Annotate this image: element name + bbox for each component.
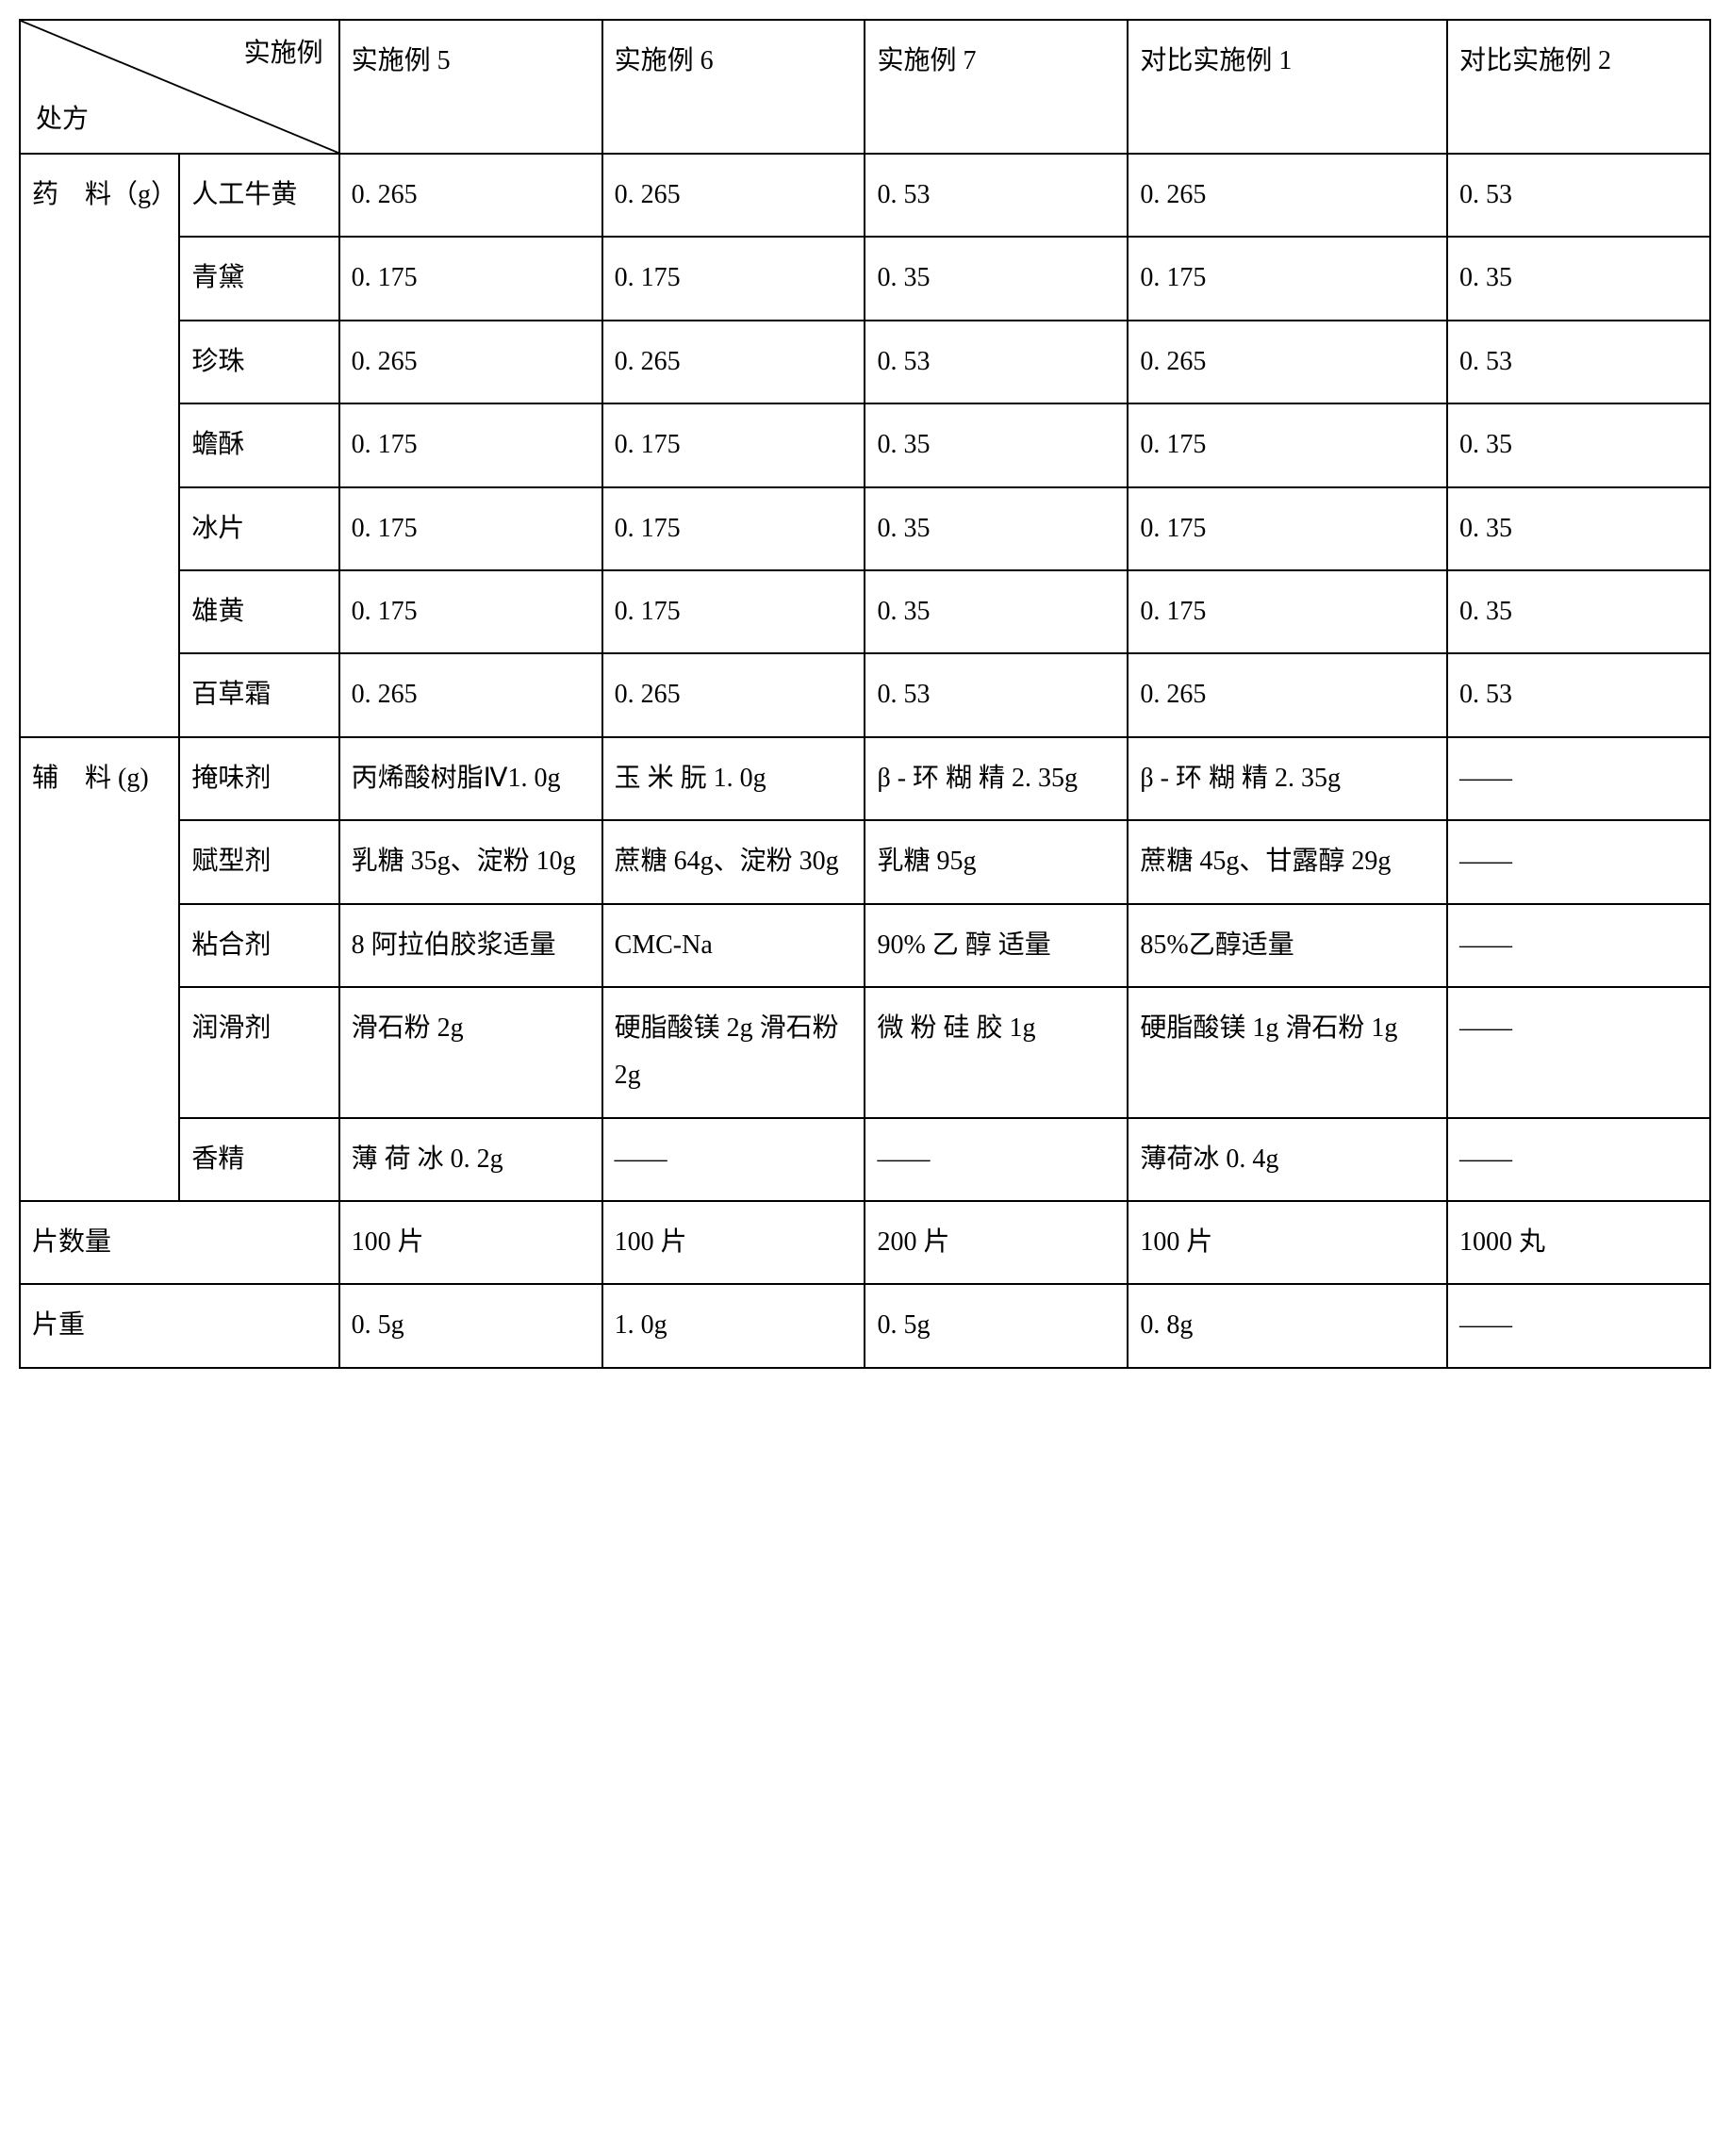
ingredient-name: 蟾酥 bbox=[179, 403, 338, 486]
value-cell: 蔗糖 64g、淀粉 30g bbox=[602, 820, 865, 903]
ingredient-name: 百草霜 bbox=[179, 653, 338, 736]
value-cell: 0. 35 bbox=[1447, 403, 1710, 486]
header-top: 实施例 bbox=[244, 30, 323, 77]
value-cell: —— bbox=[865, 1118, 1128, 1201]
value-cell: 0. 265 bbox=[602, 653, 865, 736]
ingredient-name: 珍珠 bbox=[179, 321, 338, 403]
col-header-3: 实施例 7 bbox=[865, 20, 1128, 154]
ingredient-name: 冰片 bbox=[179, 487, 338, 570]
excipient-name: 赋型剂 bbox=[179, 820, 338, 903]
value-cell: —— bbox=[1447, 1284, 1710, 1367]
value-cell: 0. 53 bbox=[865, 154, 1128, 237]
value-cell: 1000 丸 bbox=[1447, 1201, 1710, 1284]
value-cell: 90% 乙 醇 适量 bbox=[865, 904, 1128, 987]
excipient-name: 粘合剂 bbox=[179, 904, 338, 987]
bottom-row-label: 片数量 bbox=[20, 1201, 339, 1284]
value-cell: 0. 5g bbox=[339, 1284, 602, 1367]
value-cell: 薄荷冰 0. 4g bbox=[1128, 1118, 1447, 1201]
value-cell: 玉 米 朊 1. 0g bbox=[602, 737, 865, 820]
value-cell: β - 环 糊 精 2. 35g bbox=[865, 737, 1128, 820]
excipient-name: 掩味剂 bbox=[179, 737, 338, 820]
col-header-5: 对比实施例 2 bbox=[1447, 20, 1710, 154]
value-cell: 0. 175 bbox=[339, 237, 602, 320]
value-cell: —— bbox=[1447, 904, 1710, 987]
value-cell: 0. 175 bbox=[1128, 487, 1447, 570]
value-cell: 0. 265 bbox=[339, 154, 602, 237]
value-cell: 0. 265 bbox=[602, 321, 865, 403]
value-cell: 0. 35 bbox=[1447, 570, 1710, 653]
value-cell: 0. 35 bbox=[865, 403, 1128, 486]
value-cell: 0. 175 bbox=[1128, 403, 1447, 486]
value-cell: —— bbox=[602, 1118, 865, 1201]
value-cell: 85%乙醇适量 bbox=[1128, 904, 1447, 987]
value-cell: 0. 265 bbox=[1128, 321, 1447, 403]
value-cell: 0. 175 bbox=[602, 570, 865, 653]
value-cell: 0. 175 bbox=[1128, 237, 1447, 320]
value-cell: 0. 53 bbox=[865, 321, 1128, 403]
header-bottom: 处方 bbox=[36, 96, 89, 143]
value-cell: 薄 荷 冰 0. 2g bbox=[339, 1118, 602, 1201]
value-cell: —— bbox=[1447, 1118, 1710, 1201]
value-cell: CMC-Na bbox=[602, 904, 865, 987]
value-cell: 0. 53 bbox=[1447, 653, 1710, 736]
value-cell: 0. 53 bbox=[1447, 321, 1710, 403]
value-cell: 0. 265 bbox=[1128, 653, 1447, 736]
value-cell: 1. 0g bbox=[602, 1284, 865, 1367]
value-cell: 100 片 bbox=[1128, 1201, 1447, 1284]
value-cell: 0. 35 bbox=[1447, 237, 1710, 320]
formulation-table: 实施例处方实施例 5实施例 6实施例 7对比实施例 1对比实施例 2药 料（g）… bbox=[19, 19, 1711, 1369]
group-label-yao-liao: 药 料（g） bbox=[20, 154, 179, 737]
ingredient-name: 青黛 bbox=[179, 237, 338, 320]
value-cell: 微 粉 硅 胶 1g bbox=[865, 987, 1128, 1118]
value-cell: 0. 8g bbox=[1128, 1284, 1447, 1367]
value-cell: 0. 35 bbox=[865, 487, 1128, 570]
value-cell: —— bbox=[1447, 737, 1710, 820]
col-header-2: 实施例 6 bbox=[602, 20, 865, 154]
value-cell: 乳糖 35g、淀粉 10g bbox=[339, 820, 602, 903]
ingredient-name: 人工牛黄 bbox=[179, 154, 338, 237]
value-cell: 100 片 bbox=[339, 1201, 602, 1284]
value-cell: 0. 175 bbox=[1128, 570, 1447, 653]
group-label-fu-liao: 辅 料 (g) bbox=[20, 737, 179, 1201]
col-header-4: 对比实施例 1 bbox=[1128, 20, 1447, 154]
value-cell: 8 阿拉伯胶浆适量 bbox=[339, 904, 602, 987]
value-cell: 0. 35 bbox=[865, 237, 1128, 320]
ingredient-name: 雄黄 bbox=[179, 570, 338, 653]
value-cell: 硬脂酸镁 2g 滑石粉 2g bbox=[602, 987, 865, 1118]
value-cell: 丙烯酸树脂Ⅳ1. 0g bbox=[339, 737, 602, 820]
value-cell: β - 环 糊 精 2. 35g bbox=[1128, 737, 1447, 820]
value-cell: 0. 175 bbox=[602, 237, 865, 320]
value-cell: 蔗糖 45g、甘露醇 29g bbox=[1128, 820, 1447, 903]
value-cell: 0. 175 bbox=[339, 487, 602, 570]
value-cell: 0. 265 bbox=[339, 653, 602, 736]
value-cell: —— bbox=[1447, 820, 1710, 903]
value-cell: 200 片 bbox=[865, 1201, 1128, 1284]
value-cell: 0. 175 bbox=[339, 570, 602, 653]
value-cell: —— bbox=[1447, 987, 1710, 1118]
header-diagonal: 实施例处方 bbox=[20, 20, 339, 154]
value-cell: 100 片 bbox=[602, 1201, 865, 1284]
value-cell: 硬脂酸镁 1g 滑石粉 1g bbox=[1128, 987, 1447, 1118]
col-header-1: 实施例 5 bbox=[339, 20, 602, 154]
bottom-row-label: 片重 bbox=[20, 1284, 339, 1367]
value-cell: 0. 53 bbox=[1447, 154, 1710, 237]
value-cell: 乳糖 95g bbox=[865, 820, 1128, 903]
value-cell: 0. 265 bbox=[339, 321, 602, 403]
value-cell: 0. 175 bbox=[602, 403, 865, 486]
value-cell: 0. 53 bbox=[865, 653, 1128, 736]
value-cell: 0. 35 bbox=[1447, 487, 1710, 570]
value-cell: 0. 265 bbox=[602, 154, 865, 237]
value-cell: 0. 5g bbox=[865, 1284, 1128, 1367]
value-cell: 0. 265 bbox=[1128, 154, 1447, 237]
value-cell: 滑石粉 2g bbox=[339, 987, 602, 1118]
excipient-name: 润滑剂 bbox=[179, 987, 338, 1118]
value-cell: 0. 175 bbox=[602, 487, 865, 570]
value-cell: 0. 175 bbox=[339, 403, 602, 486]
value-cell: 0. 35 bbox=[865, 570, 1128, 653]
excipient-name: 香精 bbox=[179, 1118, 338, 1201]
